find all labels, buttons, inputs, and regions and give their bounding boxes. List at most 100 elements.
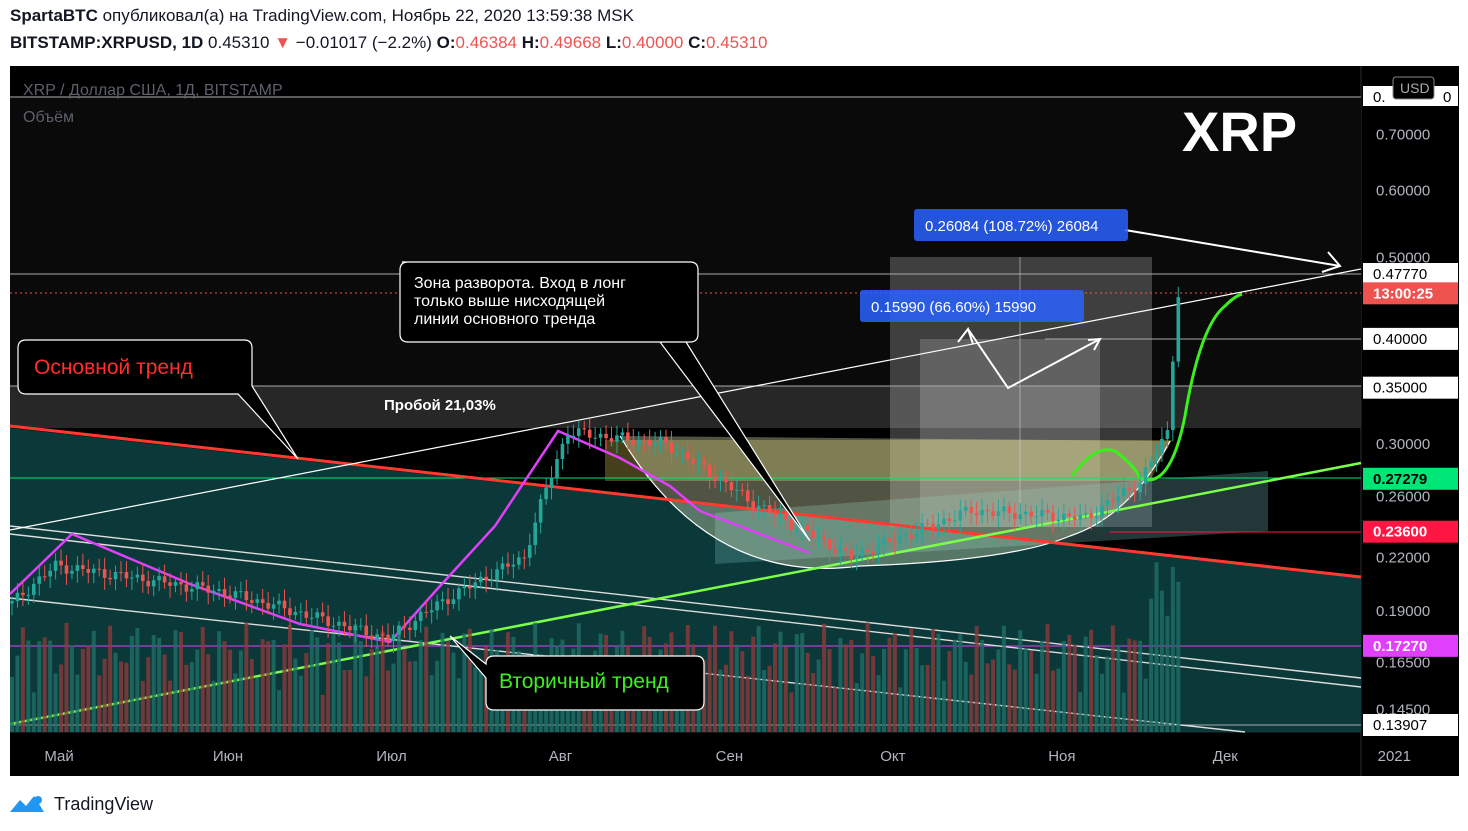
candle-body bbox=[838, 547, 843, 553]
candle-body bbox=[21, 592, 25, 596]
target-arrow bbox=[1124, 229, 1341, 267]
time-axis[interactable]: Май Июн Июл Авг Сен Окт Ноя Дек 2021 bbox=[44, 748, 1411, 765]
candle-body bbox=[309, 617, 314, 619]
volume-bar bbox=[173, 630, 178, 732]
volume-bar bbox=[124, 662, 129, 732]
candle-body bbox=[604, 433, 608, 439]
volume-bar bbox=[876, 675, 881, 732]
candle-body bbox=[904, 534, 908, 537]
candle-body bbox=[1111, 499, 1115, 502]
candle-body bbox=[1100, 505, 1104, 517]
candle-body bbox=[1002, 506, 1006, 512]
candle-body bbox=[729, 482, 734, 491]
volume-bar bbox=[1170, 567, 1175, 732]
volume-bar bbox=[718, 669, 723, 732]
price-marker-0: 0.47770 bbox=[1373, 266, 1427, 283]
volume-bar bbox=[882, 648, 886, 732]
volume-bar bbox=[729, 631, 734, 732]
candle-body bbox=[762, 505, 766, 507]
volume-bar bbox=[418, 640, 423, 732]
volume-bar bbox=[849, 639, 854, 732]
chart-panel[interactable]: Зона разворота. Вход в лонг только выше … bbox=[9, 66, 1459, 776]
candle-body bbox=[260, 599, 265, 603]
candle-body bbox=[522, 557, 527, 559]
candle-body bbox=[462, 586, 467, 589]
candle-body bbox=[958, 510, 963, 521]
price-tick-7: 0.19000 bbox=[1376, 603, 1430, 620]
candle-body bbox=[609, 438, 614, 442]
volume-bar bbox=[996, 649, 1001, 732]
volume-bar bbox=[947, 651, 952, 732]
chart-svg[interactable]: Зона разворота. Вход в лонг только выше … bbox=[9, 66, 1459, 776]
volume-bar bbox=[1056, 668, 1061, 732]
volume-bar bbox=[331, 633, 336, 732]
volume-bar bbox=[969, 674, 974, 732]
author-name: SpartaBTC bbox=[10, 6, 98, 25]
volume-bar bbox=[429, 675, 434, 732]
candle-body bbox=[898, 536, 903, 543]
volume-bar bbox=[1100, 673, 1104, 732]
candle-body bbox=[15, 592, 20, 602]
volume-bar bbox=[37, 641, 42, 732]
volume-bar bbox=[854, 683, 859, 732]
volume-bar bbox=[816, 659, 821, 732]
currency-button-bg[interactable] bbox=[1392, 76, 1435, 100]
price-axis[interactable]: 0.70000 0.60000 0.50000 0.35000 0.30000 0.260… bbox=[1376, 126, 1430, 718]
volume-bar bbox=[369, 648, 374, 732]
candle-body bbox=[1018, 514, 1023, 520]
volume-bar bbox=[1110, 625, 1115, 732]
volume-bar bbox=[178, 631, 183, 732]
time-tick-3: Авг bbox=[549, 748, 573, 765]
candle-body bbox=[560, 443, 565, 460]
candle-body bbox=[1078, 514, 1082, 520]
candle-body bbox=[157, 576, 161, 581]
candle-body bbox=[364, 625, 369, 636]
volume-bar bbox=[320, 694, 325, 732]
candle-body bbox=[359, 625, 363, 627]
volume-bar bbox=[1132, 640, 1137, 732]
volume-bar bbox=[609, 693, 614, 732]
currency-button[interactable]: USD bbox=[1392, 76, 1435, 100]
low-value: 0.40000 bbox=[621, 33, 684, 52]
publication-header: SpartaBTC опубликовал(а) на TradingView.… bbox=[10, 6, 634, 26]
volume-bar bbox=[413, 661, 418, 732]
candle-body bbox=[598, 433, 603, 438]
candle-body bbox=[931, 523, 935, 529]
volume-bar bbox=[767, 665, 772, 732]
volume-bar bbox=[892, 633, 897, 732]
volume-bar bbox=[129, 635, 134, 732]
volume-bar bbox=[255, 677, 260, 732]
candle-body bbox=[179, 582, 183, 585]
price-marker-5: 0.23600 bbox=[1373, 524, 1427, 541]
candle-body bbox=[435, 601, 439, 611]
volume-bar bbox=[1072, 644, 1077, 732]
volume-bar bbox=[751, 636, 756, 732]
candle-body bbox=[162, 576, 167, 583]
candle-body bbox=[756, 505, 761, 510]
volume-bar bbox=[380, 631, 385, 732]
resistance-zone bbox=[10, 386, 1361, 428]
candle-body bbox=[664, 437, 668, 443]
candle-body bbox=[1040, 509, 1044, 517]
candle-body bbox=[527, 545, 532, 558]
top-marker-text: 0. bbox=[1373, 89, 1386, 106]
volume-bar bbox=[222, 641, 227, 732]
price-markers: 0.47770 13:00:25 0.40000 0.35000 0.27279 0.23… bbox=[1363, 263, 1458, 736]
price-marker-bg-6 bbox=[1363, 634, 1458, 657]
candle-body bbox=[718, 477, 723, 481]
candle-body bbox=[854, 556, 859, 560]
volume-bar bbox=[200, 627, 205, 732]
candle-body bbox=[1083, 513, 1088, 515]
xrp-big-label: XRP bbox=[1182, 100, 1297, 163]
price-marker-1: 13:00:25 bbox=[1373, 285, 1433, 302]
price-tick-5: 0.26000 bbox=[1376, 488, 1430, 505]
measure-arrow bbox=[967, 328, 1101, 390]
volume-bar bbox=[822, 623, 827, 732]
volume-bar bbox=[838, 638, 843, 732]
candle-body bbox=[658, 437, 663, 443]
candle-body bbox=[211, 590, 216, 593]
price-tick-2: 0.50000 bbox=[1376, 249, 1430, 266]
candle-body bbox=[1176, 297, 1181, 362]
candle-body bbox=[555, 459, 559, 478]
volume-bar bbox=[42, 637, 47, 732]
